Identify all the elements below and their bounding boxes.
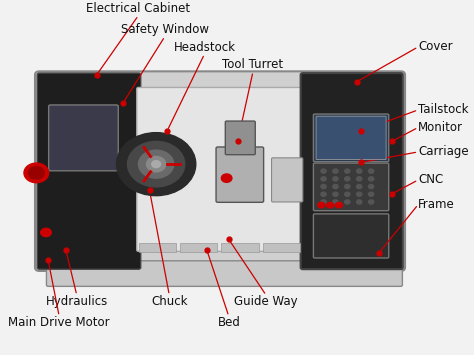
Text: Cover: Cover — [418, 40, 453, 53]
Circle shape — [368, 200, 374, 204]
Circle shape — [333, 185, 338, 189]
Circle shape — [41, 228, 51, 237]
Circle shape — [321, 177, 326, 181]
Text: Hydraulics: Hydraulics — [46, 295, 108, 308]
Text: Electrical Cabinet: Electrical Cabinet — [86, 2, 191, 15]
Circle shape — [327, 202, 334, 208]
FancyBboxPatch shape — [313, 163, 389, 211]
Circle shape — [24, 163, 49, 183]
Text: Chuck: Chuck — [151, 295, 188, 308]
FancyBboxPatch shape — [272, 158, 303, 202]
Circle shape — [336, 202, 343, 208]
Circle shape — [221, 174, 232, 182]
Text: Carriage: Carriage — [418, 146, 469, 158]
Circle shape — [356, 169, 362, 173]
Circle shape — [318, 202, 325, 208]
Circle shape — [356, 192, 362, 196]
Circle shape — [321, 185, 326, 189]
Text: Monitor: Monitor — [418, 121, 463, 134]
Bar — [221, 243, 259, 252]
Circle shape — [345, 192, 350, 196]
Text: Main Drive Motor: Main Drive Motor — [9, 316, 110, 329]
Circle shape — [368, 185, 374, 189]
Text: Bed: Bed — [218, 316, 240, 329]
FancyBboxPatch shape — [49, 105, 118, 171]
Bar — [263, 243, 300, 252]
Bar — [138, 243, 176, 252]
FancyBboxPatch shape — [301, 73, 403, 269]
Text: Tool Turret: Tool Turret — [222, 58, 283, 71]
Circle shape — [321, 169, 326, 173]
Circle shape — [345, 169, 350, 173]
Circle shape — [368, 177, 374, 181]
Circle shape — [28, 166, 44, 179]
FancyBboxPatch shape — [46, 261, 402, 286]
Circle shape — [117, 133, 196, 196]
FancyBboxPatch shape — [225, 121, 255, 155]
Circle shape — [345, 200, 350, 204]
Circle shape — [333, 169, 338, 173]
Text: Tailstock: Tailstock — [418, 103, 469, 116]
Circle shape — [128, 141, 185, 187]
FancyBboxPatch shape — [313, 114, 389, 162]
Text: Headstock: Headstock — [173, 41, 236, 54]
Circle shape — [138, 150, 174, 178]
Circle shape — [356, 177, 362, 181]
Circle shape — [321, 192, 326, 196]
Text: Guide Way: Guide Way — [235, 295, 298, 308]
Circle shape — [356, 185, 362, 189]
Circle shape — [146, 157, 166, 172]
Bar — [180, 243, 218, 252]
Circle shape — [333, 200, 338, 204]
Circle shape — [333, 192, 338, 196]
Text: CNC: CNC — [418, 173, 444, 186]
FancyBboxPatch shape — [35, 71, 405, 271]
Circle shape — [368, 192, 374, 196]
Circle shape — [345, 177, 350, 181]
Circle shape — [356, 200, 362, 204]
Circle shape — [368, 169, 374, 173]
FancyBboxPatch shape — [313, 214, 389, 258]
Circle shape — [333, 177, 338, 181]
Circle shape — [152, 161, 161, 168]
FancyBboxPatch shape — [216, 147, 264, 202]
Circle shape — [345, 185, 350, 189]
FancyBboxPatch shape — [316, 116, 386, 160]
Circle shape — [321, 200, 326, 204]
Text: Safety Window: Safety Window — [121, 23, 209, 36]
Text: Frame: Frame — [418, 198, 455, 211]
FancyBboxPatch shape — [137, 87, 305, 251]
FancyBboxPatch shape — [37, 73, 141, 269]
